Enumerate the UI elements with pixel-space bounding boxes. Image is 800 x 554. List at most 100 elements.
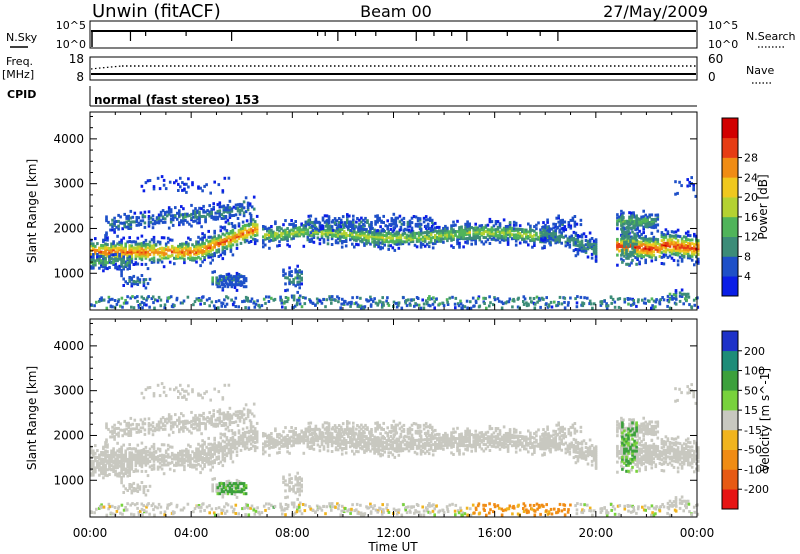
power-cell	[315, 227, 319, 231]
power-cell	[670, 230, 674, 234]
power-cell	[625, 250, 628, 254]
power-cell	[124, 280, 127, 284]
power-cell	[240, 203, 244, 207]
velocity-cell	[154, 450, 158, 454]
power-cell	[120, 252, 123, 256]
power-cell	[282, 235, 285, 239]
power-cell	[116, 255, 119, 258]
velocity-cell	[106, 445, 109, 449]
power-cell	[205, 238, 208, 242]
velocity-cell	[286, 442, 289, 445]
power-cell	[176, 211, 179, 215]
power-cell	[627, 224, 630, 228]
velocity-cell	[189, 460, 192, 464]
velocity-cell	[247, 437, 251, 441]
power-cell	[181, 242, 184, 246]
power-cell	[224, 208, 228, 212]
velocity-cell	[141, 420, 145, 424]
power-cell	[118, 248, 121, 252]
velocity-cell	[183, 453, 186, 457]
power-cell	[113, 222, 116, 226]
power-cell	[678, 299, 682, 303]
power-cell	[244, 196, 248, 200]
power-cell	[294, 220, 297, 223]
velocity-cell	[249, 423, 253, 426]
power-cell	[317, 220, 321, 224]
power-cell	[542, 235, 545, 239]
velocity-cell	[298, 439, 301, 443]
velocity-cell	[105, 438, 108, 442]
power-cell	[391, 246, 395, 250]
power-cell	[670, 294, 674, 298]
power-cell	[623, 242, 626, 246]
power-cell	[255, 214, 259, 218]
power-cell	[512, 299, 516, 303]
power-cell	[431, 222, 435, 226]
power-cell	[537, 298, 541, 302]
velocity-cell	[116, 449, 119, 453]
power-cell	[484, 230, 488, 233]
power-cell	[189, 253, 192, 257]
power-cell	[195, 248, 198, 252]
power-cell	[187, 246, 190, 250]
power-cell	[490, 232, 494, 236]
power-cell	[544, 238, 547, 242]
velocity-cell	[102, 445, 105, 449]
velocity-cell	[228, 415, 232, 419]
velocity-cell	[112, 453, 115, 457]
power-cell	[205, 183, 208, 187]
power-cell	[293, 304, 297, 308]
power-cell	[120, 255, 123, 259]
power-cell	[102, 260, 105, 264]
power-cell	[315, 297, 319, 301]
velocity-cell	[175, 457, 178, 461]
power-cell	[593, 302, 596, 306]
power-cell	[460, 306, 463, 310]
power-cell	[464, 231, 467, 235]
power-cell	[472, 226, 475, 230]
power-cell	[278, 233, 281, 237]
power-cell	[418, 225, 422, 229]
power-cell	[652, 238, 656, 242]
power-cell	[358, 225, 361, 229]
power-cell	[199, 264, 202, 268]
power-cell	[130, 254, 134, 258]
velocity-cell	[160, 457, 164, 461]
velocity-cell	[211, 465, 214, 469]
power-cell	[221, 226, 225, 230]
velocity-cell	[92, 470, 95, 474]
velocity-cell	[173, 453, 176, 457]
power-cell	[201, 251, 204, 255]
power-cell	[298, 282, 301, 286]
power-cell	[140, 244, 144, 248]
velocity-cell	[151, 429, 155, 433]
velocity-cell	[169, 421, 173, 425]
power-cell	[134, 254, 138, 258]
velocity-cell	[92, 462, 95, 466]
power-cell	[362, 222, 365, 226]
power-cell	[138, 256, 142, 260]
velocity-cell	[190, 425, 193, 429]
power-cell	[648, 213, 651, 217]
power-cell	[122, 252, 125, 256]
power-cell	[508, 229, 512, 233]
power-cell	[405, 304, 409, 308]
power-cell	[433, 300, 436, 304]
power-cell	[207, 250, 210, 253]
velocity-cell	[233, 493, 237, 496]
velocity-cell	[201, 443, 204, 447]
power-cell	[462, 230, 465, 234]
power-cell	[228, 199, 232, 203]
power-cell	[90, 252, 93, 256]
power-cell	[402, 216, 406, 220]
velocity-cell	[129, 430, 133, 433]
power-cell	[292, 298, 296, 302]
power-cell	[389, 227, 393, 231]
power-cell	[138, 278, 142, 282]
power-cell	[504, 232, 508, 236]
velocity-cell	[162, 457, 166, 461]
power-cell	[296, 282, 299, 286]
power-cell	[636, 300, 640, 304]
